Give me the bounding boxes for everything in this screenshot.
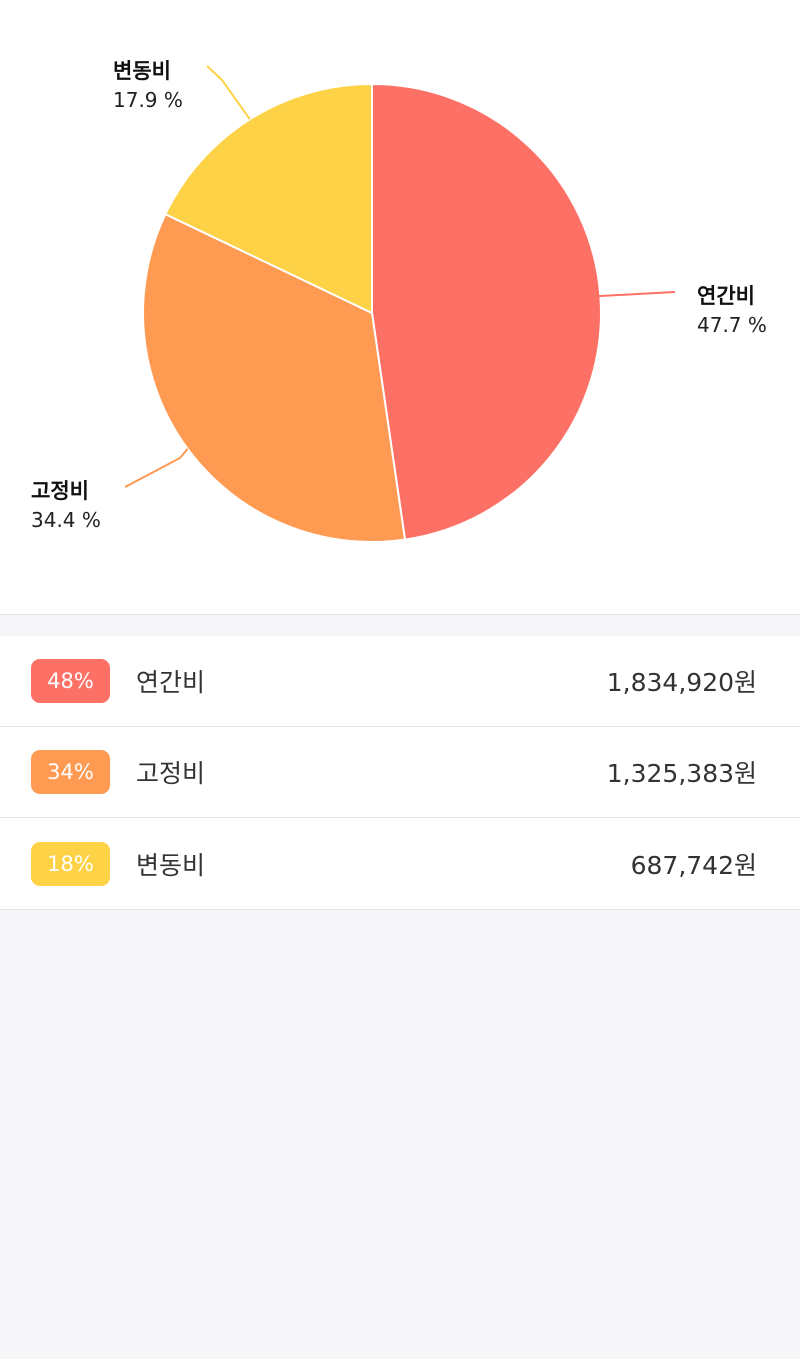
leader-line-annual (598, 291, 676, 298)
percent-badge-variable: 18% (31, 841, 110, 886)
category-label-annual: 연간비 (136, 668, 206, 697)
breakdown-row-fixed[interactable]: 34% 고정비 1,325,383원 (0, 727, 800, 818)
breakdown-row-annual[interactable]: 48% 연간비 1,834,920원 (0, 636, 800, 727)
amount-annual: 1,834,920원 (606, 668, 757, 697)
pie-slice-annual[interactable] (371, 82, 602, 541)
leader-line-variable (206, 65, 251, 120)
pie-slices (142, 82, 602, 543)
pie-slice-fixed[interactable] (142, 212, 407, 543)
category-label-variable: 변동비 (136, 850, 206, 880)
slice-percent-variable: 17.9 % (113, 88, 183, 112)
pie-slice-variable[interactable] (164, 82, 373, 315)
percent-badge-fixed: 34% (31, 750, 110, 794)
amount-fixed: 1,325,383원 (606, 759, 757, 788)
slice-percent-fixed: 34.4 % (31, 508, 101, 532)
pie-chart-panel: 연간비 47.7 % 고정비 34.4 % 변동비 17.9 % (0, 0, 800, 614)
slice-percent-annual: 47.7 % (697, 313, 767, 337)
pie-labels: 연간비 47.7 % 고정비 34.4 % 변동비 17.9 % (31, 59, 767, 532)
pie-chart: 연간비 47.7 % 고정비 34.4 % 변동비 17.9 % (31, 59, 767, 543)
slice-label-annual: 연간비 (697, 284, 755, 308)
slice-label-fixed: 고정비 (31, 479, 89, 503)
breakdown-row-variable[interactable]: 18% 변동비 687,742원 (0, 818, 800, 909)
pie-leader-lines (124, 65, 676, 488)
percent-badge-annual: 48% (31, 659, 110, 703)
leader-line-fixed (124, 448, 189, 488)
amount-variable: 687,742원 (630, 850, 757, 880)
slice-label-variable: 변동비 (113, 59, 171, 83)
category-label-fixed: 고정비 (136, 759, 206, 788)
breakdown-list: 48% 연간비 1,834,920원 34% 고정비 1,325,383원 18… (0, 636, 800, 910)
chart-divider (0, 614, 800, 615)
